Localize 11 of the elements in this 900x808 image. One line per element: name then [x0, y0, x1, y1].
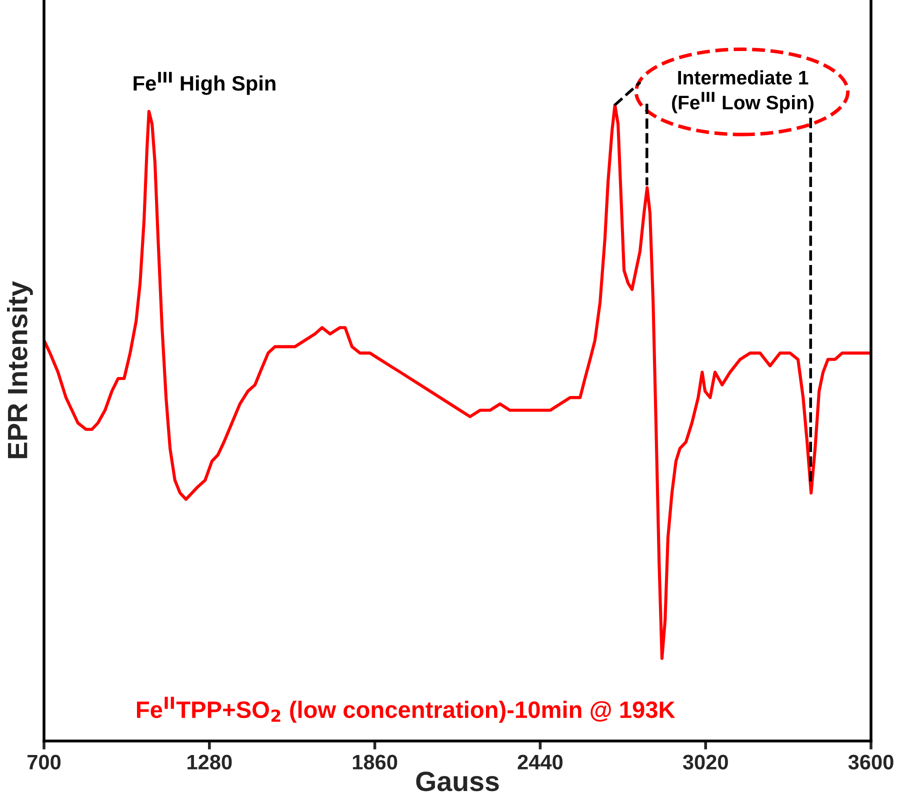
x-tick-label: 2440	[518, 754, 563, 770]
x-tick-label: 3600	[848, 754, 894, 770]
x-tick-label: 1280	[188, 754, 232, 770]
annotation: Fe$^{III}$ High Spin	[134, 72, 276, 95]
x-tick-label: 3020	[682, 754, 728, 770]
y-axis-title: EPR Intensity	[6, 281, 33, 458]
annotation: Intermediate 1 (Fe$^{III}$ Low Spin)	[672, 70, 814, 114]
x-axis-title: Gauss	[416, 772, 499, 792]
annotation: Fe$^{II}$TPP+SO$_{2}$ (low concentration)-10min @ 193K	[136, 696, 676, 723]
x-tick-label: 700	[28, 754, 61, 770]
x-tick-label: 1860	[352, 754, 398, 770]
